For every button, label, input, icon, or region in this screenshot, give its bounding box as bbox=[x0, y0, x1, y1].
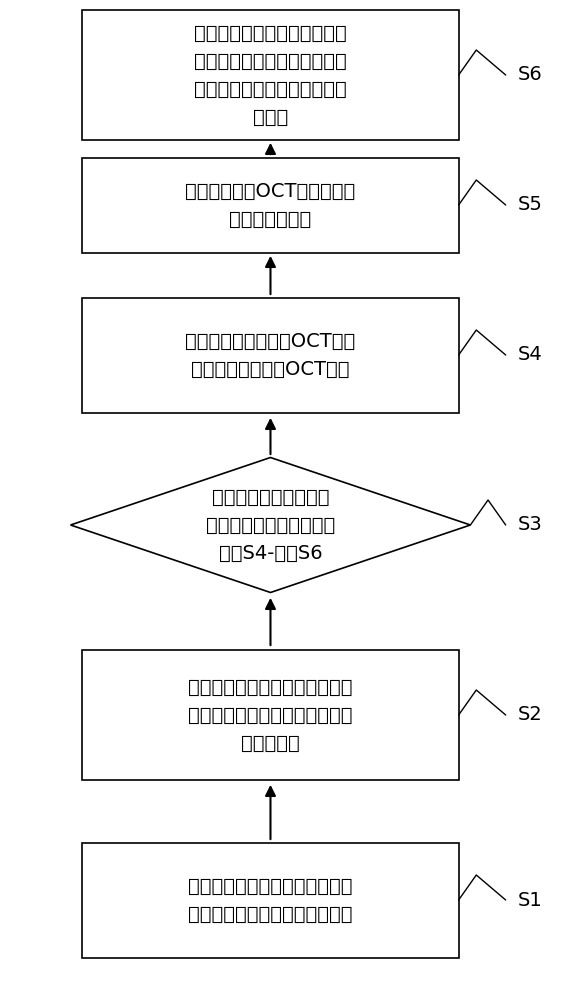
Bar bbox=[82, 298, 459, 412]
Text: 根据所述第一OCT图像获取第
一纹理向量强度: 根据所述第一OCT图像获取第 一纹理向量强度 bbox=[185, 182, 356, 229]
Text: 根据所述第一纹理向量强度对
所述第一鉴定结果进行修正，
以获取待鉴定的翡翠的最终鉴
定结果: 根据所述第一纹理向量强度对 所述第一鉴定结果进行修正， 以获取待鉴定的翡翠的最终… bbox=[194, 23, 347, 126]
Text: 根据所述拉曼光谱曲线对待鉴定
的翡翠进行初步鉴别，以获取第
一鉴定结果: 根据所述拉曼光谱曲线对待鉴定 的翡翠进行初步鉴别，以获取第 一鉴定结果 bbox=[188, 678, 353, 752]
Text: S1: S1 bbox=[517, 890, 542, 910]
Bar bbox=[82, 842, 459, 958]
Bar bbox=[82, 10, 459, 140]
Bar bbox=[82, 157, 459, 252]
Text: S2: S2 bbox=[517, 706, 542, 724]
Text: S4: S4 bbox=[517, 346, 542, 364]
Text: 根据所述第一鉴定结果
输出最终鉴定结果或执行
步骤S4-步骤S6: 根据所述第一鉴定结果 输出最终鉴定结果或执行 步骤S4-步骤S6 bbox=[206, 488, 335, 562]
Text: S6: S6 bbox=[517, 66, 542, 85]
Text: S3: S3 bbox=[517, 516, 542, 534]
Polygon shape bbox=[71, 458, 470, 592]
Text: S5: S5 bbox=[517, 196, 542, 215]
Text: 使用拉曼光谱仪对待鉴定的翡翠
进行检测，以获取拉曼光谱曲线: 使用拉曼光谱仪对待鉴定的翡翠 进行检测，以获取拉曼光谱曲线 bbox=[188, 876, 353, 924]
Text: 对待鉴定的翡翠进行OCT断层
成像，以获取第一OCT图像: 对待鉴定的翡翠进行OCT断层 成像，以获取第一OCT图像 bbox=[185, 332, 356, 378]
Bar bbox=[82, 650, 459, 780]
